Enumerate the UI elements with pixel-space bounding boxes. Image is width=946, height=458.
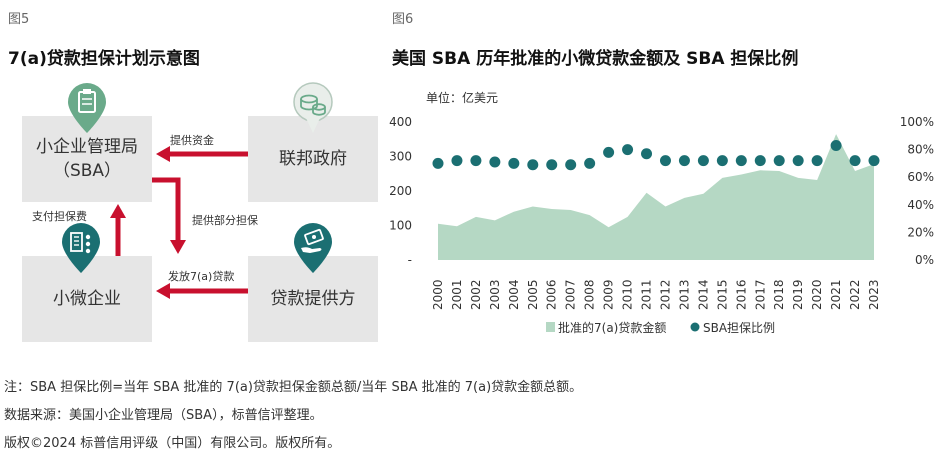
x-tick-label: 2020 bbox=[810, 279, 824, 310]
ratio-point bbox=[432, 157, 444, 169]
ratio-point bbox=[678, 155, 690, 167]
small-business-box: 小微企业 bbox=[22, 256, 152, 342]
ratio-point bbox=[792, 155, 804, 167]
right-tick-label: 60% bbox=[907, 170, 934, 184]
ratio-point bbox=[868, 155, 880, 167]
figure6-label: 图6 bbox=[392, 12, 414, 27]
note-line-3: 版权©2024 标普信用评级（中国）有限公司。版权所有。 bbox=[4, 436, 341, 451]
ratio-point bbox=[641, 148, 653, 160]
x-tick-label: 2023 bbox=[867, 279, 881, 310]
note-line-2: 数据来源：美国小企业管理局（SBA），标普信评整理。 bbox=[4, 408, 323, 423]
left-tick-label: 200 bbox=[389, 184, 412, 198]
notes: 注：SBA 担保比例=当年 SBA 批准的 7(a)贷款担保金额总额/当年 SB… bbox=[4, 374, 582, 458]
provide-funds-label: 提供资金 bbox=[170, 134, 214, 147]
ratio-point bbox=[697, 155, 709, 167]
right-tick-label: 100% bbox=[900, 115, 934, 129]
left-tick-label: - bbox=[408, 253, 412, 267]
ratio-point bbox=[527, 159, 539, 171]
ratio-point bbox=[565, 159, 577, 171]
coins-icon bbox=[293, 82, 333, 133]
building-people-icon bbox=[62, 223, 100, 273]
left-tick-label: 100 bbox=[389, 219, 412, 233]
left-tick-label: 300 bbox=[389, 150, 412, 164]
sba-box-line1: 小企业管理局 bbox=[36, 137, 138, 157]
legend-area-swatch bbox=[546, 322, 555, 332]
figure6-title: 美国 SBA 历年批准的小微贷款金额及 SBA 担保比例 bbox=[392, 49, 799, 69]
ratio-point bbox=[470, 155, 482, 167]
ratio-point bbox=[603, 146, 615, 158]
x-tick-label: 2008 bbox=[583, 279, 597, 310]
ratio-point bbox=[622, 144, 634, 156]
guarantee-diagram: 小企业管理局 （SBA） 联邦政府 小微企业 贷款提供方 提供资金 提供部分担保… bbox=[22, 82, 378, 342]
x-tick-label: 2006 bbox=[545, 279, 559, 310]
ratio-point bbox=[849, 155, 861, 167]
x-tick-label: 2016 bbox=[734, 279, 748, 310]
figure5-title: 7(a)贷款担保计划示意图 bbox=[8, 49, 200, 69]
ratio-point bbox=[584, 157, 596, 169]
x-tick-label: 2021 bbox=[829, 279, 843, 310]
x-tick-label: 2007 bbox=[564, 279, 578, 310]
right-tick-label: 80% bbox=[907, 143, 934, 157]
ratio-point bbox=[659, 155, 671, 167]
x-tick-label: 2011 bbox=[640, 279, 654, 310]
small-business-box-label: 小微企业 bbox=[53, 289, 121, 309]
x-tick-label: 2018 bbox=[772, 279, 786, 310]
x-tick-label: 2019 bbox=[791, 279, 805, 310]
pay-fee-label: 支付担保费 bbox=[32, 210, 87, 223]
government-box-label: 联邦政府 bbox=[279, 149, 347, 169]
x-tick-label: 2001 bbox=[450, 279, 464, 310]
unit-label: 单位：亿美元 bbox=[426, 90, 498, 105]
issue-loan-label: 发放7(a)贷款 bbox=[168, 270, 235, 283]
x-tick-label: 2002 bbox=[469, 279, 483, 310]
x-tick-label: 2022 bbox=[848, 279, 862, 310]
government-box: 联邦政府 bbox=[248, 116, 378, 202]
x-tick-label: 2012 bbox=[658, 279, 672, 310]
right-tick-label: 0% bbox=[915, 253, 934, 267]
x-tick-label: 2005 bbox=[526, 279, 540, 310]
x-tick-label: 2015 bbox=[715, 279, 729, 310]
ratio-point bbox=[716, 155, 728, 167]
note-line-1: 注：SBA 担保比例=当年 SBA 批准的 7(a)贷款担保金额总额/当年 SB… bbox=[4, 380, 583, 395]
arrow-sba-to-lender bbox=[152, 177, 181, 240]
partial-guarantee-label: 提供部分担保 bbox=[192, 214, 258, 227]
ratio-point bbox=[811, 155, 823, 167]
loan-amount-area bbox=[438, 134, 874, 260]
legend-area-label: 批准的7(a)贷款金额 bbox=[558, 320, 666, 335]
legend-ratio-swatch bbox=[690, 322, 700, 332]
x-tick-label: 2014 bbox=[696, 279, 710, 310]
x-tick-label: 2009 bbox=[602, 279, 616, 310]
right-tick-label: 40% bbox=[907, 198, 934, 212]
diagram-arrows bbox=[110, 146, 248, 299]
ratio-point bbox=[546, 159, 558, 171]
right-tick-label: 20% bbox=[907, 225, 934, 239]
x-tick-label: 2003 bbox=[488, 279, 502, 310]
ratio-point bbox=[754, 155, 766, 167]
legend-ratio-label: SBA担保比例 bbox=[703, 321, 775, 335]
x-tick-label: 2004 bbox=[507, 279, 521, 310]
x-tick-label: 2017 bbox=[753, 279, 767, 310]
x-tick-label: 2000 bbox=[431, 279, 445, 310]
ratio-point bbox=[830, 139, 842, 151]
sba-box-line2: （SBA） bbox=[52, 161, 122, 181]
ratio-point bbox=[451, 155, 463, 167]
clipboard-icon bbox=[68, 83, 106, 133]
ratio-point bbox=[508, 157, 520, 169]
ratio-point bbox=[735, 155, 747, 167]
x-tick-label: 2013 bbox=[677, 279, 691, 310]
hand-money-icon bbox=[294, 223, 332, 273]
lender-box-label: 贷款提供方 bbox=[270, 289, 356, 309]
x-tick-label: 2010 bbox=[621, 279, 635, 310]
figure5-label: 图5 bbox=[8, 12, 30, 27]
left-tick-label: 400 bbox=[389, 115, 412, 129]
ratio-point bbox=[489, 156, 501, 168]
ratio-point bbox=[773, 155, 785, 167]
